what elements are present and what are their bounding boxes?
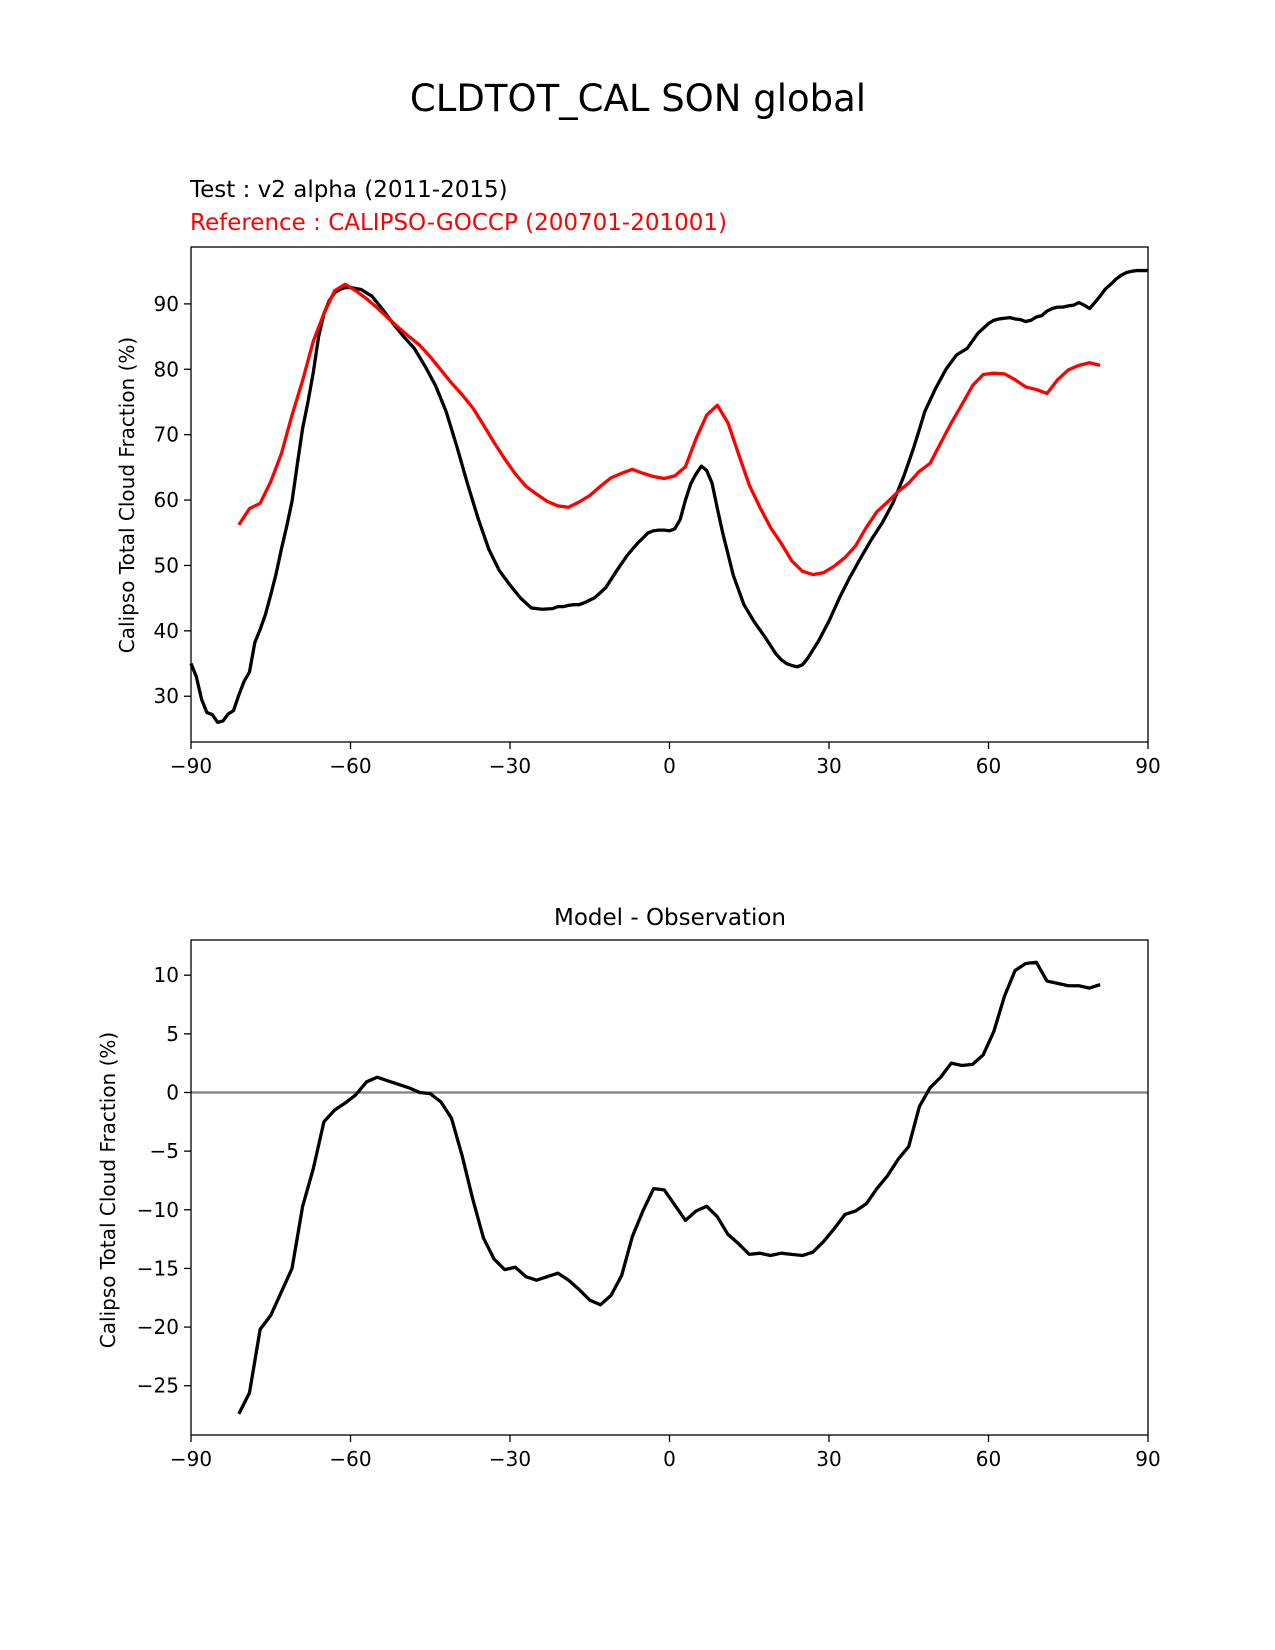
top-y-tick-label: 30 — [154, 684, 179, 708]
reference-subtitle: Reference : CALIPSO-GOCCP (200701-201001… — [190, 210, 727, 236]
top-x-tick-label: 30 — [816, 754, 841, 778]
top-y-tick-label: 40 — [154, 619, 179, 643]
bottom-y-axis-label: Calipso Total Cloud Fraction (%) — [96, 1032, 120, 1348]
top-x-tick-label: −60 — [329, 754, 371, 778]
top-y-tick-label: 90 — [154, 292, 179, 316]
top-x-tick-label: 0 — [663, 754, 676, 778]
bottom-x-tick-label: −30 — [489, 1447, 531, 1471]
top-series-line-test — [189, 268, 1148, 725]
bottom-x-tick-label: 90 — [1135, 1447, 1160, 1471]
test-subtitle: Test : v2 alpha (2011-2015) — [189, 177, 508, 203]
top-y-tick-label: 80 — [154, 357, 179, 381]
top-x-tick-label: −30 — [489, 754, 531, 778]
bottom-x-tick-label: 30 — [816, 1447, 841, 1471]
top-chart-panel: Test : v2 alpha (2011-2015) Reference : … — [115, 177, 1161, 778]
bottom-y-tick-label: −20 — [137, 1315, 179, 1339]
bottom-y-tick-label: −10 — [137, 1198, 179, 1222]
bottom-subtitle: Model - Observation — [554, 905, 786, 931]
bottom-x-tick-label: 0 — [663, 1447, 676, 1471]
top-y-axis-label: Calipso Total Cloud Fraction (%) — [115, 337, 139, 653]
top-x-tick-label: 90 — [1135, 754, 1160, 778]
top-x-tick-label: −90 — [170, 754, 212, 778]
bottom-chart-panel: Model - Observation −90 −60 −30 0 30 60 90−25−… — [96, 905, 1161, 1471]
top-y-tick-label: 60 — [154, 488, 179, 512]
top-series-line-reference — [237, 282, 1101, 577]
bottom-series-line-model-observation — [237, 960, 1101, 1415]
top-y-tick-label: 70 — [154, 423, 179, 447]
top-plot-area: −90 −60 −30 0 30 60 90 30 40 50 60 70 80 90 — [154, 246, 1161, 778]
bottom-y-tick-label: −5 — [150, 1139, 179, 1163]
bottom-x-tick-label: −90 — [170, 1447, 212, 1471]
bottom-y-tick-label: 0 — [166, 1080, 179, 1104]
bottom-x-tick-label: 60 — [976, 1447, 1001, 1471]
bottom-y-tick-label: 10 — [154, 963, 179, 987]
bottom-plot-area: −90 −60 −30 0 30 60 90 −25 −20 −15 −10 −5 0 5 10 — [137, 939, 1161, 1471]
top-y-tick-label: 50 — [154, 553, 179, 577]
bottom-x-tick-label: −60 — [329, 1447, 371, 1471]
bottom-y-tick-label: −25 — [137, 1374, 179, 1398]
bottom-y-tick-label: 5 — [166, 1022, 179, 1046]
bottom-y-tick-label: −15 — [137, 1256, 179, 1280]
top-x-tick-label: 60 — [976, 754, 1001, 778]
figure-title: CLDTOT_CAL SON global — [410, 77, 866, 120]
